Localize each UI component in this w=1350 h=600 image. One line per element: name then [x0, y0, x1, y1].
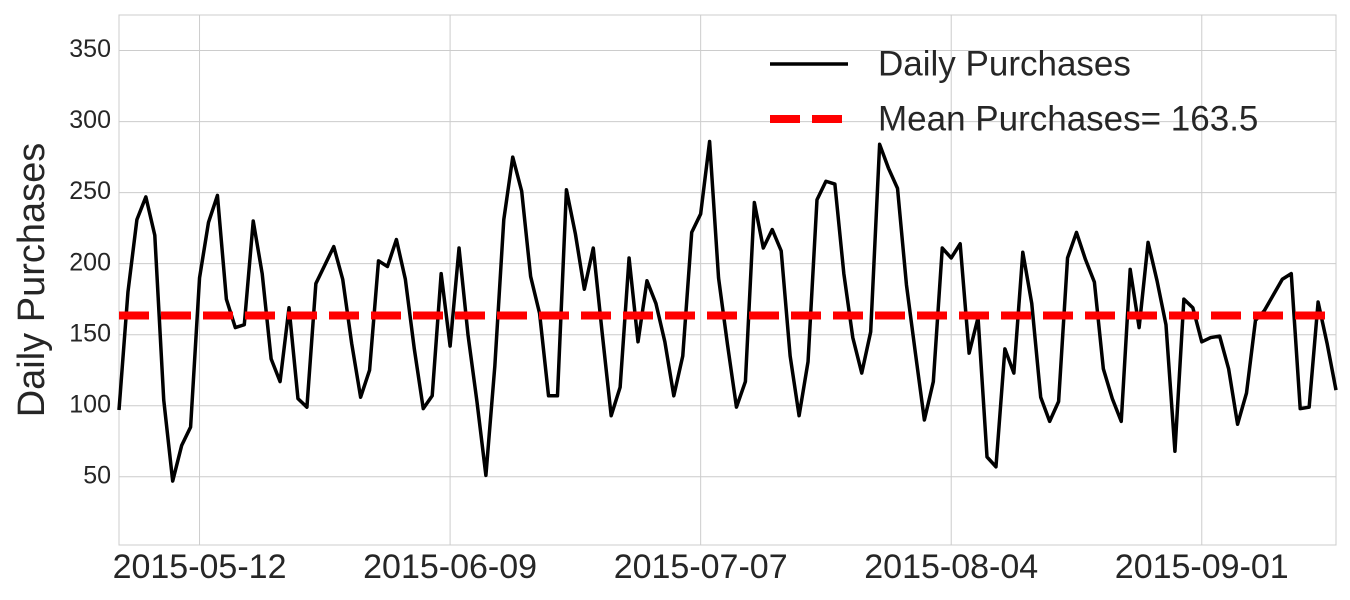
data-line [117, 139, 1338, 483]
y-tick-label: 350 [69, 35, 111, 63]
legend-label: Daily Purchases [878, 44, 1131, 83]
x-tick-label: 2015-06-09 [363, 548, 537, 586]
legend-label: Mean Purchases= 163.5 [878, 99, 1258, 138]
y-tick-label: 100 [69, 390, 111, 418]
y-tick-label: 200 [69, 248, 111, 276]
y-tick-label: 50 [83, 461, 111, 489]
x-tick-label: 2015-09-01 [1115, 548, 1289, 586]
y-tick-label: 250 [69, 177, 111, 205]
y-axis-label: Daily Purchases [11, 143, 53, 418]
y-tick-label: 150 [69, 319, 111, 347]
plot-area [118, 14, 1337, 546]
x-tick-label: 2015-07-07 [614, 548, 788, 586]
x-tick-label: 2015-05-12 [113, 548, 287, 586]
y-tick-label: 300 [69, 106, 111, 134]
x-tick-label: 2015-08-04 [864, 548, 1038, 586]
